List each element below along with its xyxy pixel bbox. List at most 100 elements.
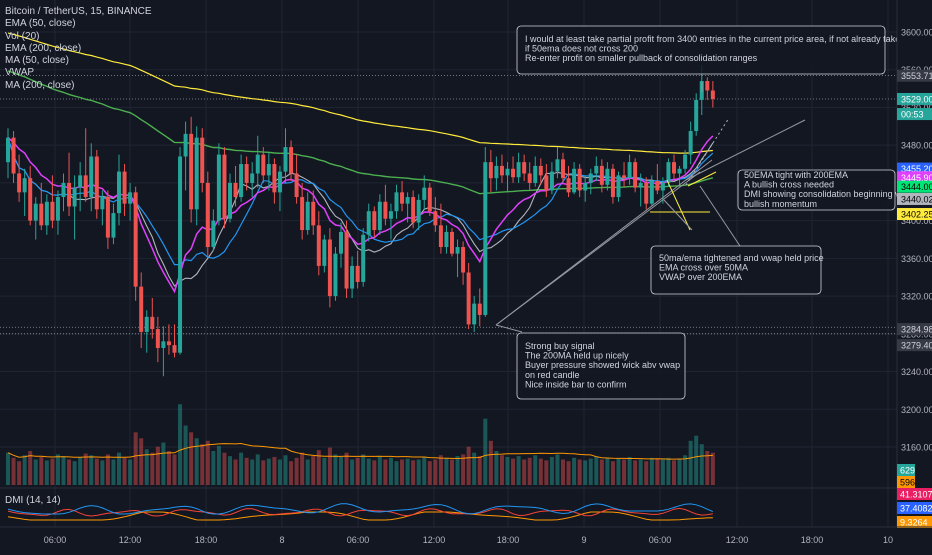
candle-body	[6, 137, 10, 163]
legend-ema200[interactable]: EMA (200, close)	[5, 42, 82, 54]
candle-body	[133, 192, 138, 287]
candle-body	[277, 171, 282, 193]
volume-bar	[472, 452, 477, 485]
candle-body	[50, 201, 55, 221]
candle-body	[572, 168, 577, 193]
candle-body	[505, 168, 510, 176]
candle-body	[189, 133, 194, 210]
volume-bar	[710, 452, 715, 485]
candle-body	[117, 171, 121, 214]
candle-body	[477, 303, 482, 315]
symbol-title[interactable]: Bitcoin / TetherUS, 15, BINANCE	[5, 6, 152, 17]
volume-bar	[189, 432, 194, 485]
volume-bar	[122, 457, 127, 485]
candle-body	[83, 175, 88, 198]
volume-bar	[422, 456, 427, 485]
candle-body	[244, 164, 249, 183]
candle-body	[372, 211, 377, 231]
price-tick-label: 3320.00	[901, 292, 932, 302]
candle-body	[211, 220, 216, 248]
candle-body	[466, 272, 471, 325]
annotation-text: VWAP over 200EMA	[659, 272, 742, 282]
volume-bar	[194, 438, 199, 485]
annotation-text: if 50ema does not cross 200	[525, 44, 638, 54]
volume-bar	[39, 456, 44, 485]
volume-bar	[339, 456, 343, 485]
dmi-legend[interactable]: DMI (14, 14)	[5, 495, 61, 506]
volume-bar	[388, 457, 393, 485]
time-tick-label: 06:00	[347, 535, 370, 545]
legend-volume[interactable]: Vol (20)	[5, 30, 40, 42]
dmi-label-text: 9.3264	[900, 518, 928, 528]
price-label-text: 3455.20	[901, 164, 932, 174]
candle-body	[677, 168, 682, 174]
volume-bar	[44, 460, 49, 485]
candle-body	[494, 165, 499, 179]
volume-bar	[516, 456, 521, 485]
volume-bar	[522, 459, 527, 485]
volume-bar	[344, 452, 349, 485]
volume-bar	[555, 454, 560, 485]
candle-body	[33, 203, 38, 221]
volume-bar	[355, 457, 360, 485]
volume-bar	[128, 459, 133, 485]
volume-bar	[272, 456, 277, 485]
volume-bar	[22, 455, 27, 485]
legend-vwap[interactable]: VWAP	[5, 67, 35, 79]
annotation-text: bullish momentum	[744, 199, 817, 209]
candle-body	[78, 175, 83, 188]
axis-bg	[897, 0, 932, 550]
legend-ma200[interactable]: MA (200, close)	[5, 79, 75, 91]
candle-body	[610, 168, 615, 198]
volume-bar	[660, 459, 665, 485]
candle-body	[89, 156, 94, 198]
volume-bar	[244, 457, 249, 485]
volume-bar	[433, 459, 438, 485]
candle-body	[150, 316, 155, 330]
volume-bar	[644, 461, 649, 485]
trend-lines	[495, 82, 806, 333]
volume-bar	[50, 458, 55, 485]
candles	[6, 65, 715, 377]
candle-body	[28, 178, 33, 221]
candle-body	[694, 99, 699, 132]
candle-body	[294, 173, 299, 198]
volume-bar	[655, 458, 660, 485]
legend-ema50[interactable]: EMA (50, close)	[5, 18, 76, 30]
volume-bar	[361, 454, 366, 485]
dmi-label-box	[897, 516, 932, 528]
candle-body	[11, 137, 16, 174]
volume-bar	[672, 460, 676, 485]
annotation-box	[516, 332, 686, 400]
candle-body	[283, 147, 288, 172]
dmi-label-text: 41.3107	[900, 490, 932, 500]
volume-bar	[366, 458, 371, 485]
candle-body	[683, 154, 688, 169]
volume-bar	[78, 456, 83, 485]
candle-body	[622, 175, 627, 179]
candle-body	[394, 192, 399, 212]
volume-bar	[155, 446, 160, 485]
volume-bar	[300, 452, 305, 485]
volume-bar	[250, 459, 255, 485]
price-label-box	[897, 180, 932, 193]
price-label-text: 3529.00	[901, 94, 932, 104]
volume-bar	[144, 449, 149, 485]
candle-body	[44, 201, 49, 226]
volume-bar	[483, 418, 488, 485]
candle-body	[438, 225, 443, 248]
price-label-text: 00:53	[901, 110, 924, 120]
time-tick-label: 18:00	[195, 535, 218, 545]
annotation-1: I would at least take partial profit fro…	[516, 25, 905, 75]
volume-label-box	[897, 476, 915, 488]
volume-bar	[427, 461, 432, 485]
legend-ma50[interactable]: MA (50, close)	[5, 55, 69, 67]
volume-bar	[183, 425, 188, 485]
volume-bar	[322, 457, 327, 485]
candle-body	[566, 178, 571, 193]
price-axis: 3600.003560.003520.003480.003440.003400.…	[896, 0, 932, 550]
candle-body	[94, 156, 99, 210]
time-tick-label: 06:00	[44, 535, 67, 545]
